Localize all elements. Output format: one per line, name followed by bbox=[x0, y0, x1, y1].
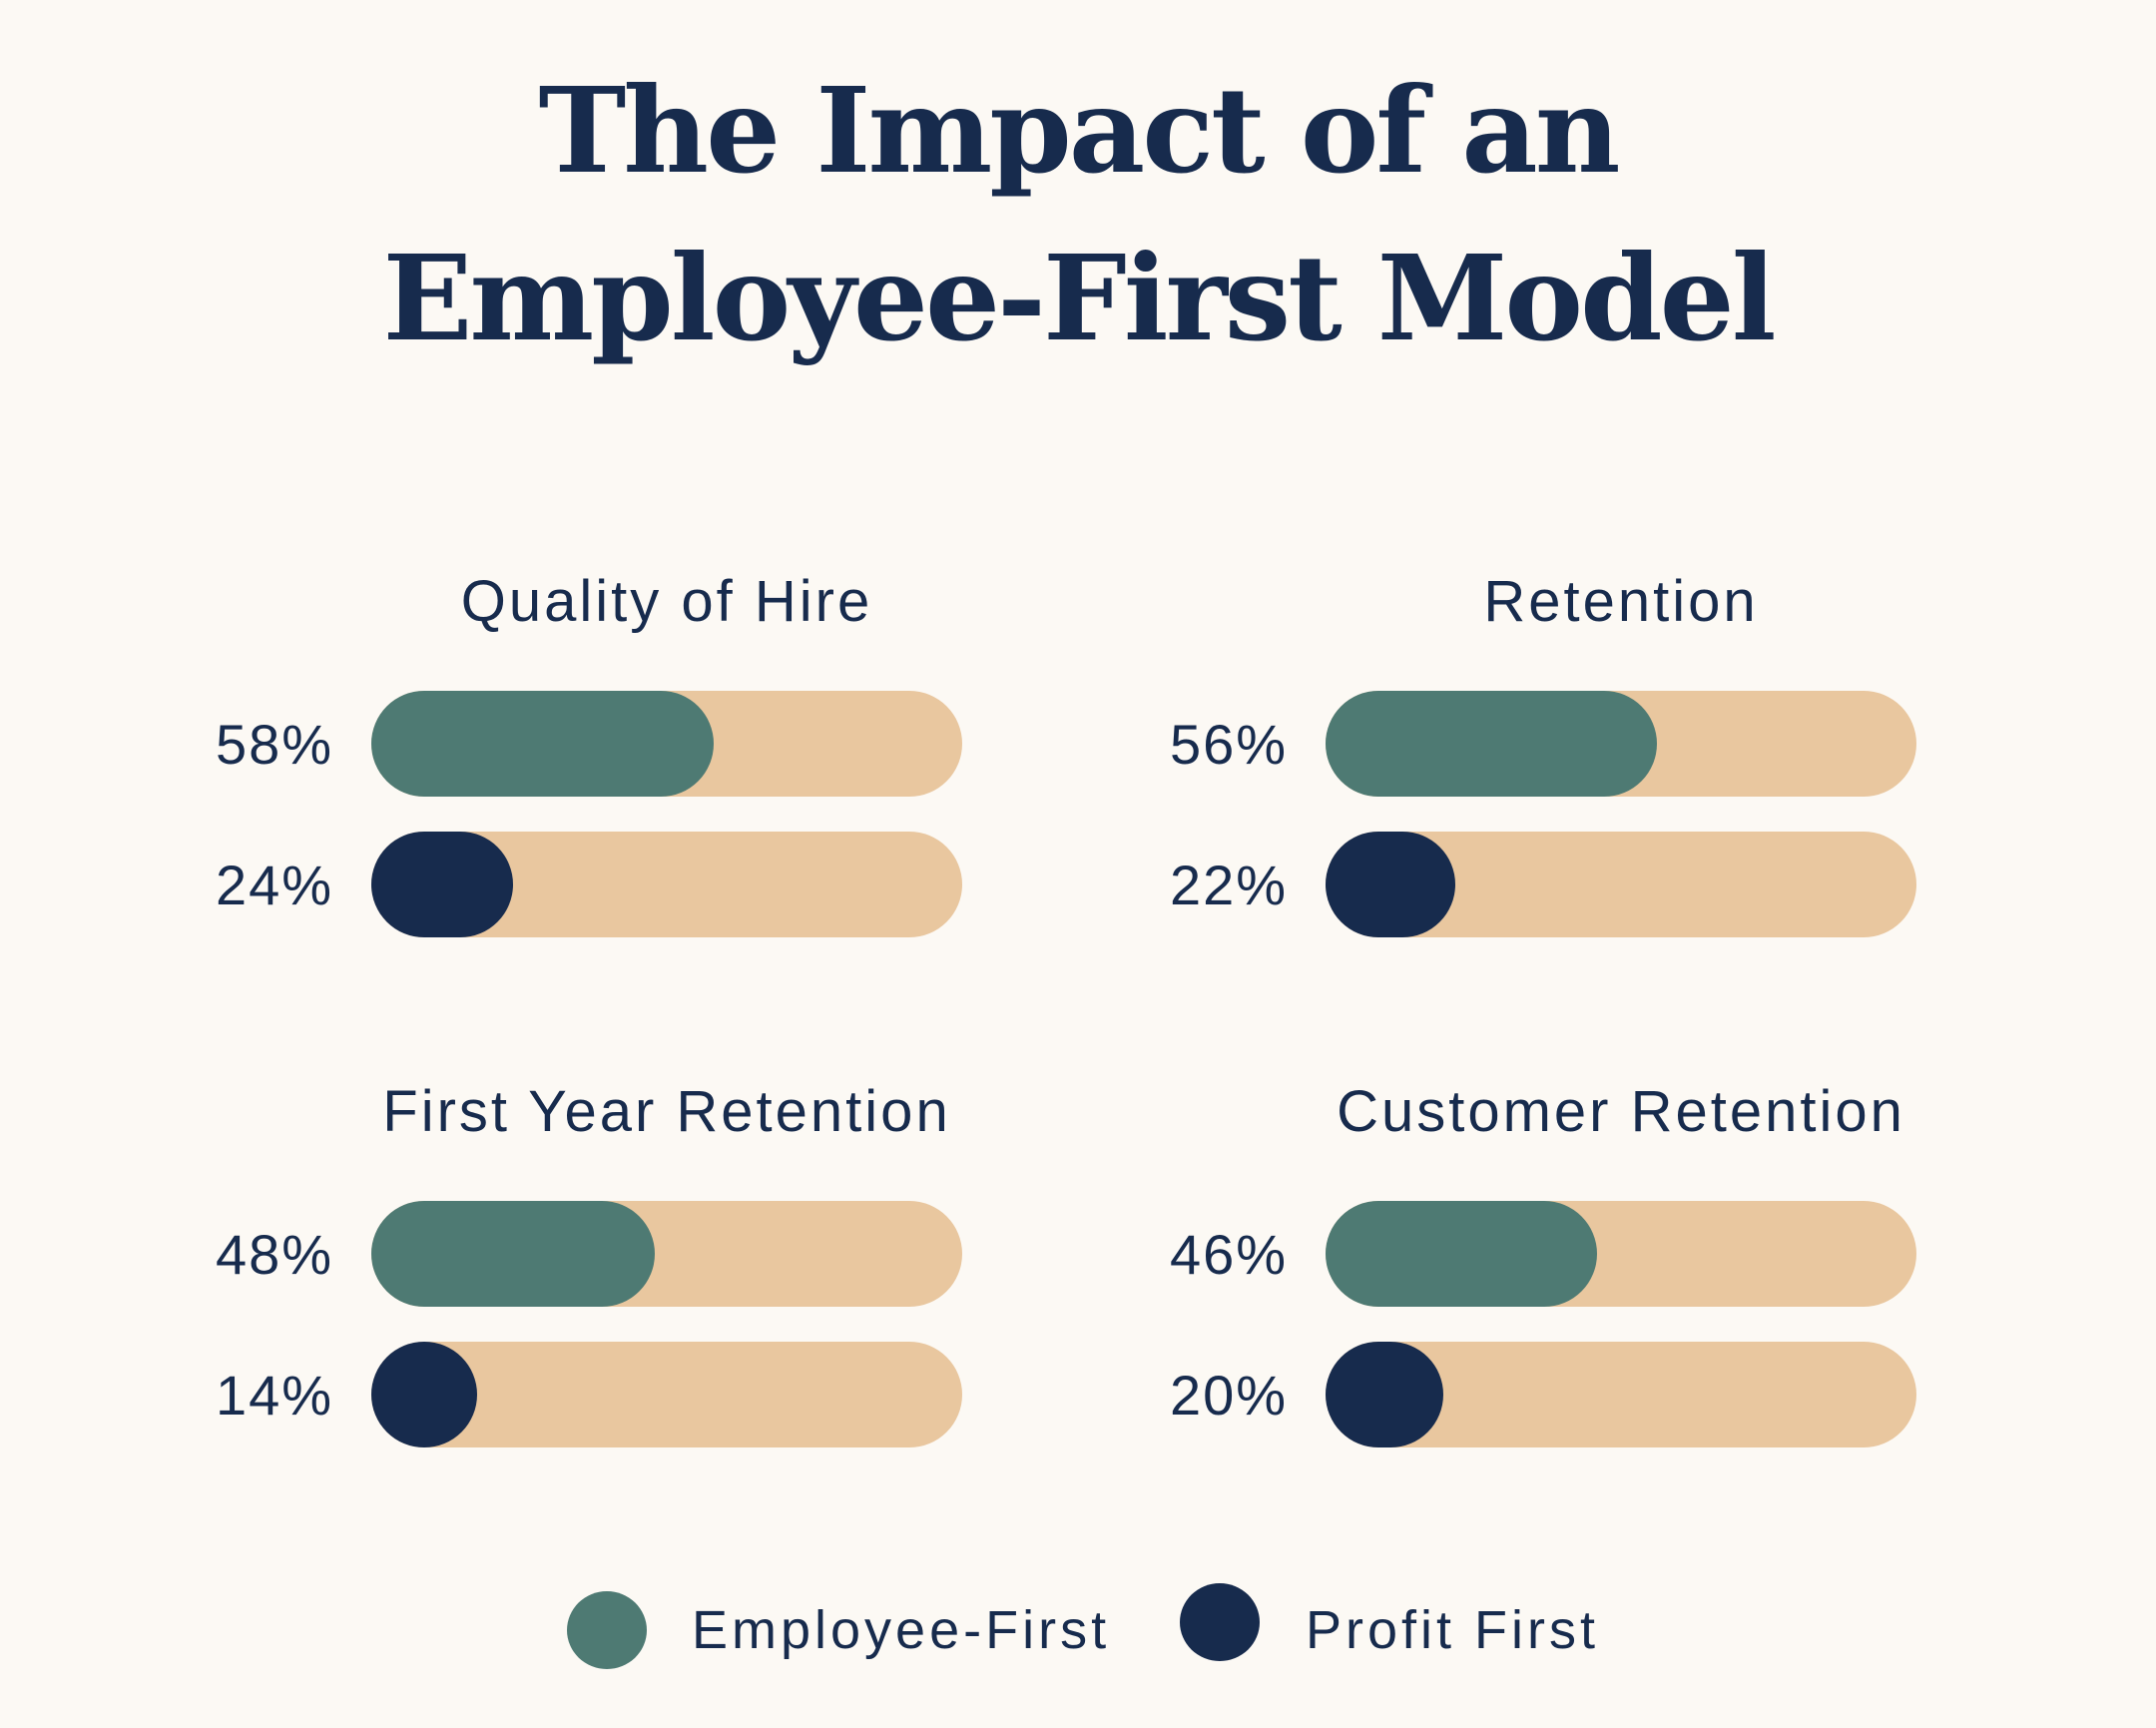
bar-track bbox=[371, 691, 962, 797]
bar-track bbox=[1326, 1342, 1916, 1447]
panel-title: Retention bbox=[1483, 569, 1759, 634]
bar-value-label: 20% bbox=[1170, 1364, 1289, 1427]
bar-profit-first bbox=[371, 1342, 477, 1447]
page-title-line-2: Employee-First Model bbox=[382, 229, 1776, 367]
bar-profit-first bbox=[1326, 832, 1456, 937]
bar-employee-first bbox=[1326, 691, 1657, 797]
bar-value-label: 58% bbox=[216, 713, 334, 776]
panel-title: Quality of Hire bbox=[460, 569, 873, 634]
bar-employee-first bbox=[371, 691, 715, 797]
bar-value-label: 48% bbox=[216, 1223, 334, 1286]
bar-track bbox=[371, 832, 962, 937]
bar-track bbox=[371, 1342, 962, 1447]
legend-swatch-profit-first bbox=[1180, 1583, 1260, 1661]
legend-swatch-employee-first bbox=[567, 1591, 647, 1669]
panel-title: Customer Retention bbox=[1337, 1079, 1905, 1144]
bar-employee-first bbox=[371, 1201, 656, 1307]
legend-label-profit-first: Profit First bbox=[1306, 1600, 1600, 1660]
bar-value-label: 22% bbox=[1170, 854, 1289, 916]
bar-profit-first bbox=[371, 832, 514, 937]
bar-employee-first bbox=[1326, 1201, 1598, 1307]
bar-value-label: 24% bbox=[216, 854, 334, 916]
bar-value-label: 46% bbox=[1170, 1223, 1289, 1286]
bar-track bbox=[1326, 1201, 1916, 1307]
bar-value-label: 14% bbox=[216, 1364, 334, 1427]
bar-track bbox=[1326, 691, 1916, 797]
page-title-line-1: The Impact of an bbox=[538, 61, 1620, 200]
panel-title: First Year Retention bbox=[382, 1079, 951, 1144]
legend-label-employee-first: Employee-First bbox=[692, 1600, 1111, 1660]
bar-value-label: 56% bbox=[1170, 713, 1289, 776]
bar-track bbox=[1326, 832, 1916, 937]
bar-profit-first bbox=[1326, 1342, 1444, 1447]
bar-track bbox=[371, 1201, 962, 1307]
